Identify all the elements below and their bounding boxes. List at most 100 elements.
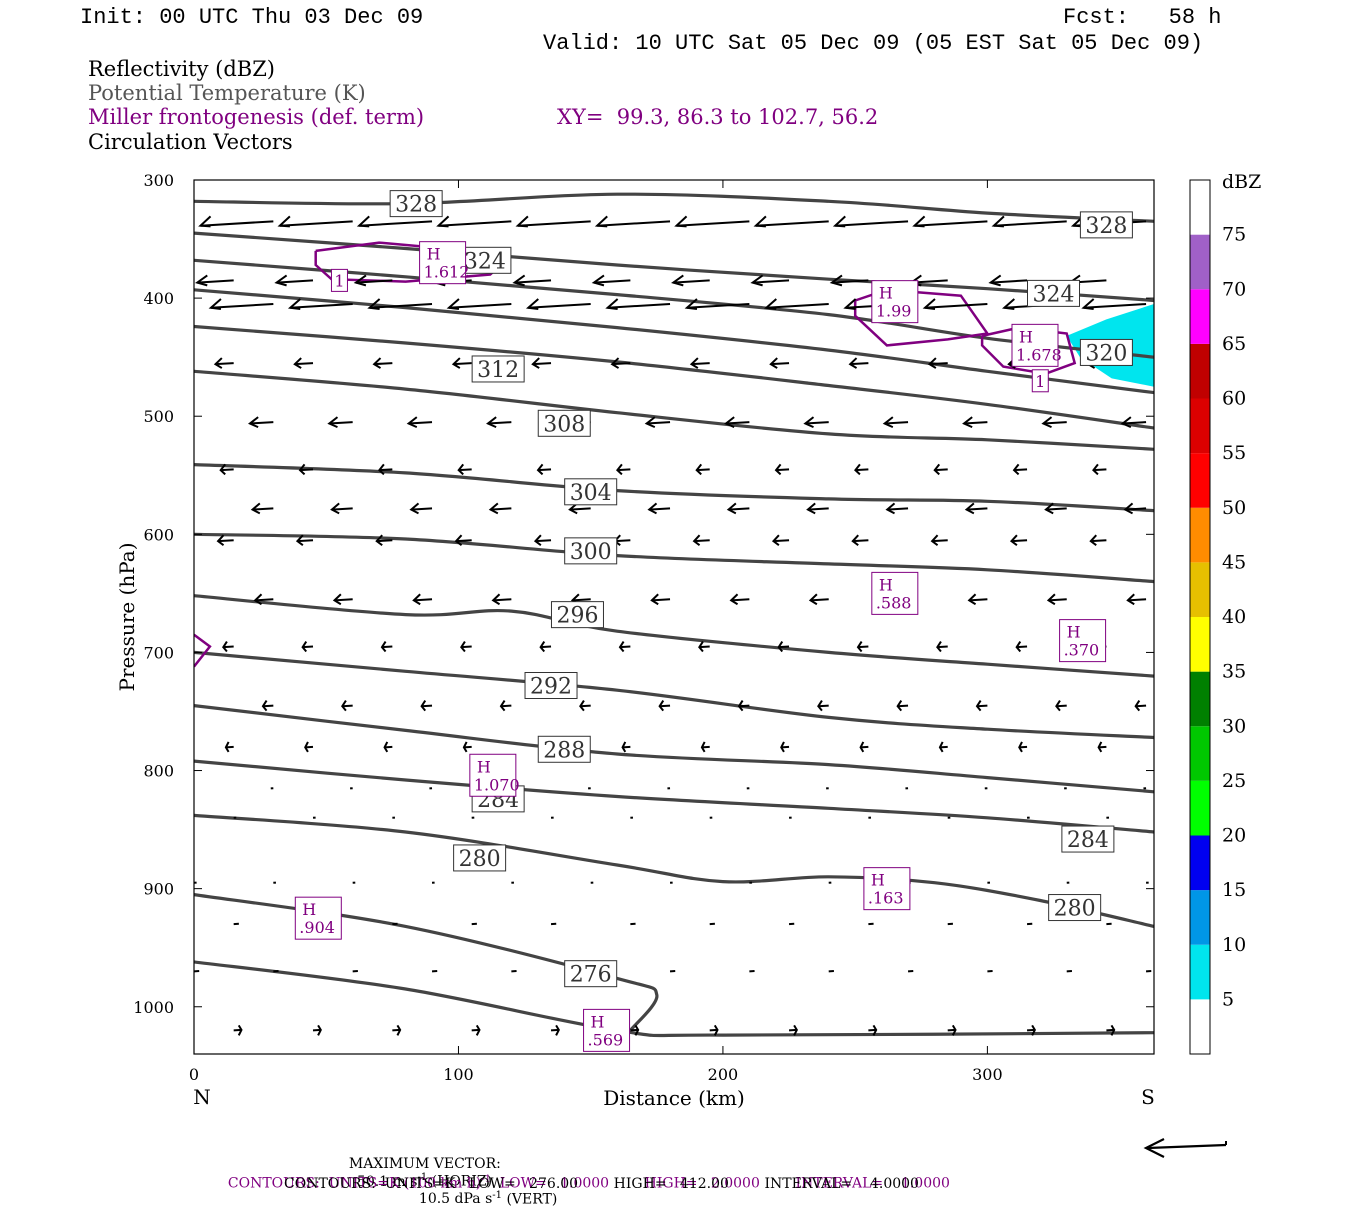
colorbar-segment xyxy=(1190,453,1210,508)
theta-contour-328 xyxy=(194,194,1154,221)
circulation-vector xyxy=(414,599,432,600)
theta-label-text: 292 xyxy=(530,675,572,700)
circulation-vector xyxy=(915,221,988,225)
theta-label: 276 xyxy=(565,961,617,988)
theta-label-text: 328 xyxy=(1085,214,1127,239)
y-tick-label: 700 xyxy=(143,643,174,662)
circulation-vector xyxy=(739,706,749,707)
colorbar-segment xyxy=(1190,781,1210,836)
colorbar-segment xyxy=(1190,890,1210,945)
circulation-vector xyxy=(756,221,829,225)
colorbar-segment xyxy=(1190,180,1210,235)
circulation-vector xyxy=(697,469,710,470)
circulation-vector-head xyxy=(173,503,180,513)
fronto-max-value: .163 xyxy=(868,889,904,908)
theta-label-text: 312 xyxy=(477,358,519,383)
circulation-vector xyxy=(528,304,590,308)
theta-label-text: 284 xyxy=(1067,828,1109,853)
circulation-vector-head xyxy=(184,701,188,711)
theta-label-text: 288 xyxy=(543,738,585,763)
circulation-vector xyxy=(377,540,393,541)
theta-contour-272 xyxy=(194,962,1154,1036)
theta-label: 304 xyxy=(565,479,617,506)
theta-label: 320 xyxy=(1080,339,1132,366)
circulation-vector xyxy=(533,363,551,364)
circulation-vector xyxy=(885,422,908,423)
theta-label: 292 xyxy=(525,673,577,700)
circulation-vector xyxy=(1084,304,1146,308)
circulation-vector xyxy=(255,599,273,600)
circulation-vector xyxy=(771,363,789,364)
circulation-vector xyxy=(342,706,352,707)
circulation-vector-head xyxy=(197,275,207,285)
colorbar-segment xyxy=(1190,508,1210,563)
theta-label-text: 324 xyxy=(1033,282,1075,307)
x-end-label-south: S xyxy=(1141,1085,1155,1109)
circulation-vector xyxy=(197,280,233,282)
circulation-vector xyxy=(422,706,432,707)
x-tick-label: 0 xyxy=(189,1065,199,1084)
colorbar-level-label: 70 xyxy=(1222,278,1246,300)
colorbar-level-label: 65 xyxy=(1222,333,1246,355)
circulation-vector xyxy=(211,304,273,308)
fronto-max-value: .588 xyxy=(876,593,912,612)
y-tick-label: 800 xyxy=(143,762,174,781)
circulation-vector xyxy=(937,647,947,648)
circulation-vector xyxy=(459,469,472,470)
circulation-vector xyxy=(649,508,670,509)
circulation-vector xyxy=(835,221,908,225)
circulation-vector xyxy=(1091,540,1107,541)
theta-label-text: 304 xyxy=(570,481,612,506)
circulation-vector xyxy=(374,363,392,364)
circulation-vector xyxy=(173,508,194,509)
circulation-vector xyxy=(647,422,670,423)
circulation-vector xyxy=(535,540,551,541)
circulation-vector xyxy=(853,540,869,541)
circulation-vector-head xyxy=(991,275,1001,285)
circulation-vector xyxy=(969,599,987,600)
circulation-vector xyxy=(677,221,750,225)
circulation-vector xyxy=(818,706,828,707)
theta-label-text: 296 xyxy=(556,604,598,629)
fronto-max-h: H xyxy=(591,1012,605,1031)
theta-label-text: 308 xyxy=(543,412,585,437)
circulation-vector xyxy=(501,706,511,707)
circulation-vector xyxy=(673,280,709,282)
circulation-vector xyxy=(1056,706,1066,707)
theta-contour-300 xyxy=(194,534,1154,581)
theta-label: 312 xyxy=(472,356,524,383)
circulation-vector xyxy=(303,647,313,648)
circulation-vector xyxy=(1093,469,1106,470)
fronto-max-h: H xyxy=(879,575,893,594)
theta-label-text: 276 xyxy=(570,963,612,988)
colorbar-title: dBZ xyxy=(1222,171,1261,193)
circulation-vector xyxy=(1049,599,1067,600)
circulation-vector xyxy=(858,647,868,648)
theta-label-text: 280 xyxy=(459,847,501,872)
colorbar-level-label: 55 xyxy=(1222,442,1246,464)
colorbar-level-label: 60 xyxy=(1222,388,1246,410)
colorbar-level-label: 10 xyxy=(1222,934,1246,956)
circulation-vector xyxy=(766,304,828,308)
fronto-max-label: H.370 xyxy=(1060,620,1106,662)
circulation-vector xyxy=(171,422,194,423)
fronto-max-h: H xyxy=(1067,623,1081,642)
circulation-vector xyxy=(518,221,591,225)
circulation-vector xyxy=(1128,599,1146,600)
theta-label-text: 324 xyxy=(464,249,506,274)
fronto-max-value: .904 xyxy=(299,918,335,937)
circulation-vector xyxy=(776,469,789,470)
circulation-vector xyxy=(925,304,987,308)
circulation-vector xyxy=(608,304,670,308)
circulation-vector xyxy=(1014,469,1027,470)
circulation-vector xyxy=(660,706,670,707)
circulation-vector xyxy=(597,221,670,225)
circulation-vector xyxy=(541,647,551,648)
fronto-max-h: H xyxy=(1019,327,1033,346)
fronto-max-value: 1.070 xyxy=(474,775,520,794)
colorbar-segment xyxy=(1190,617,1210,672)
theta-label: 324 xyxy=(1028,280,1080,307)
fronto-max-label: H.163 xyxy=(864,868,910,910)
maxvec-vert: 10.5 dPa s xyxy=(419,1191,492,1207)
fronto-max-label: H1.612 xyxy=(420,242,470,284)
